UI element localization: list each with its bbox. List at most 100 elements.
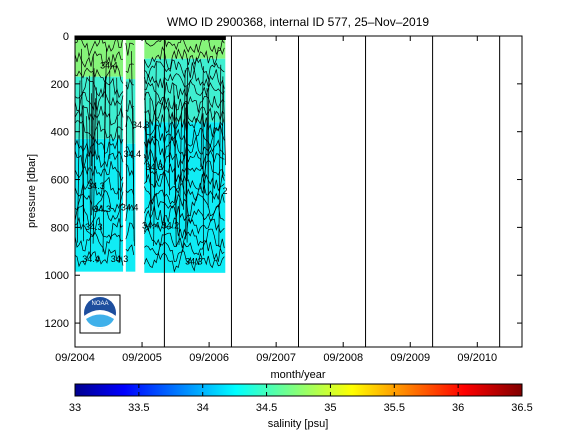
- contour-label: 34.3: [185, 256, 203, 266]
- y-tick-label: 1200: [45, 318, 69, 330]
- contour-line: [144, 102, 225, 127]
- contour-line: [153, 61, 157, 247]
- x-tick-label: 09/2005: [122, 352, 162, 364]
- contour-line: [145, 119, 149, 160]
- contour-line: [75, 231, 124, 255]
- colorbar-tick-label: 34: [197, 402, 209, 414]
- contour-line: [116, 77, 119, 200]
- contour-line: [149, 98, 151, 222]
- colorbar-tick-label: 36: [452, 402, 464, 414]
- contour-line: [185, 103, 188, 240]
- contour-line: [143, 192, 225, 217]
- contour-line: [206, 87, 209, 196]
- contour-lines: [75, 36, 226, 273]
- colorbar-tick-label: 35.5: [384, 402, 405, 414]
- contour-line: [178, 107, 183, 245]
- contour-line: [143, 69, 225, 89]
- contour-line: [212, 110, 216, 203]
- contour-line: [143, 36, 225, 55]
- contour-line: [144, 56, 225, 80]
- contour-line: [173, 104, 177, 185]
- salinity-band-deep: [144, 122, 226, 273]
- contour-line: [104, 48, 107, 158]
- contour-line: [143, 46, 225, 69]
- contour-line: [222, 76, 224, 178]
- contour-label: 34.3: [145, 162, 163, 172]
- contour-line: [143, 158, 225, 183]
- contour-line: [143, 228, 225, 249]
- contour-line: [183, 70, 186, 210]
- logo-sea: [86, 314, 114, 327]
- colorbar-gradient: [75, 384, 522, 396]
- contour-line: [143, 217, 225, 239]
- colorbar-frame: [74, 383, 523, 397]
- contour-line: [222, 82, 226, 166]
- contour-line: [91, 54, 94, 216]
- y-tick-label: 800: [51, 222, 69, 234]
- contour-line: [75, 134, 124, 155]
- contour-line: [75, 64, 124, 85]
- contour-line: [143, 182, 225, 205]
- logo-text: NOAA: [91, 301, 108, 307]
- contour-line: [75, 50, 124, 68]
- salinity-band-fresh: [125, 36, 136, 80]
- contour-label: 34.4: [124, 149, 142, 159]
- contour-line: [89, 75, 91, 260]
- colorbar-tick-label: 35: [324, 402, 336, 414]
- contour-line: [92, 98, 96, 244]
- contour-line: [125, 81, 128, 207]
- contour-label: 34.3: [93, 204, 111, 214]
- contour-label: 34.4: [142, 221, 160, 231]
- x-axis-label: month/year: [270, 369, 325, 381]
- x-tick-label: 09/2009: [390, 352, 430, 364]
- colorbar-tick-label: 34.5: [256, 402, 277, 414]
- noaa-logo: NOAA: [79, 294, 121, 334]
- contour-label: 34.4: [82, 254, 100, 264]
- surface-profile-bar: [75, 36, 226, 40]
- contour-line: [144, 170, 225, 192]
- contour-line: [200, 66, 204, 168]
- contour-label: 2: [223, 186, 228, 196]
- contour-line: [125, 163, 135, 178]
- y-tick-label: 600: [51, 175, 69, 187]
- contour-line: [125, 204, 135, 222]
- contour-line: [125, 42, 135, 56]
- contour-label: 34.3: [85, 222, 103, 232]
- contour-line: [174, 95, 177, 247]
- y-tick-label: 1000: [45, 270, 69, 282]
- contour-line: [125, 222, 135, 240]
- x-tick-label: 09/2004: [55, 352, 95, 364]
- plot-area: 34.434.334.434.334.334.3 34.434.3 34.4 34.2…: [75, 36, 228, 273]
- contour-line: [125, 244, 135, 256]
- x-tick-label: 09/2007: [256, 352, 296, 364]
- contour-label: 34.3: [87, 181, 105, 191]
- x-tick-label: 09/2008: [323, 352, 363, 364]
- contour-label: 34.4: [100, 60, 118, 70]
- colorbar-label: salinity [psu]: [268, 418, 329, 430]
- contour-line: [143, 203, 225, 226]
- y-tick-label: 400: [51, 127, 69, 139]
- contour-line: [95, 87, 99, 158]
- contour-line: [144, 79, 225, 104]
- contour-line: [86, 116, 89, 184]
- contour-line: [169, 114, 173, 163]
- contour-line: [77, 80, 81, 243]
- contour-line: [204, 117, 208, 194]
- contour-line: [143, 91, 225, 114]
- contour-label: 34.4: [121, 203, 139, 213]
- contour-line: [125, 63, 134, 74]
- y-axis-label: pressure [dbar]: [26, 154, 38, 228]
- chart-title: WMO ID 2900368, internal ID 577, 25–Nov–…: [167, 15, 429, 29]
- contour-line: [168, 102, 170, 196]
- contour-label: 34.2: [162, 221, 180, 231]
- contour-line: [125, 188, 135, 196]
- contour-line: [144, 239, 225, 263]
- x-tick-label: 09/2010: [457, 352, 497, 364]
- colorbar-tick-label: 33.5: [128, 402, 149, 414]
- contour-line: [143, 249, 225, 273]
- contour-line: [75, 90, 124, 112]
- contour-line: [75, 36, 124, 58]
- contour-line: [82, 105, 85, 222]
- contour-line: [125, 146, 134, 159]
